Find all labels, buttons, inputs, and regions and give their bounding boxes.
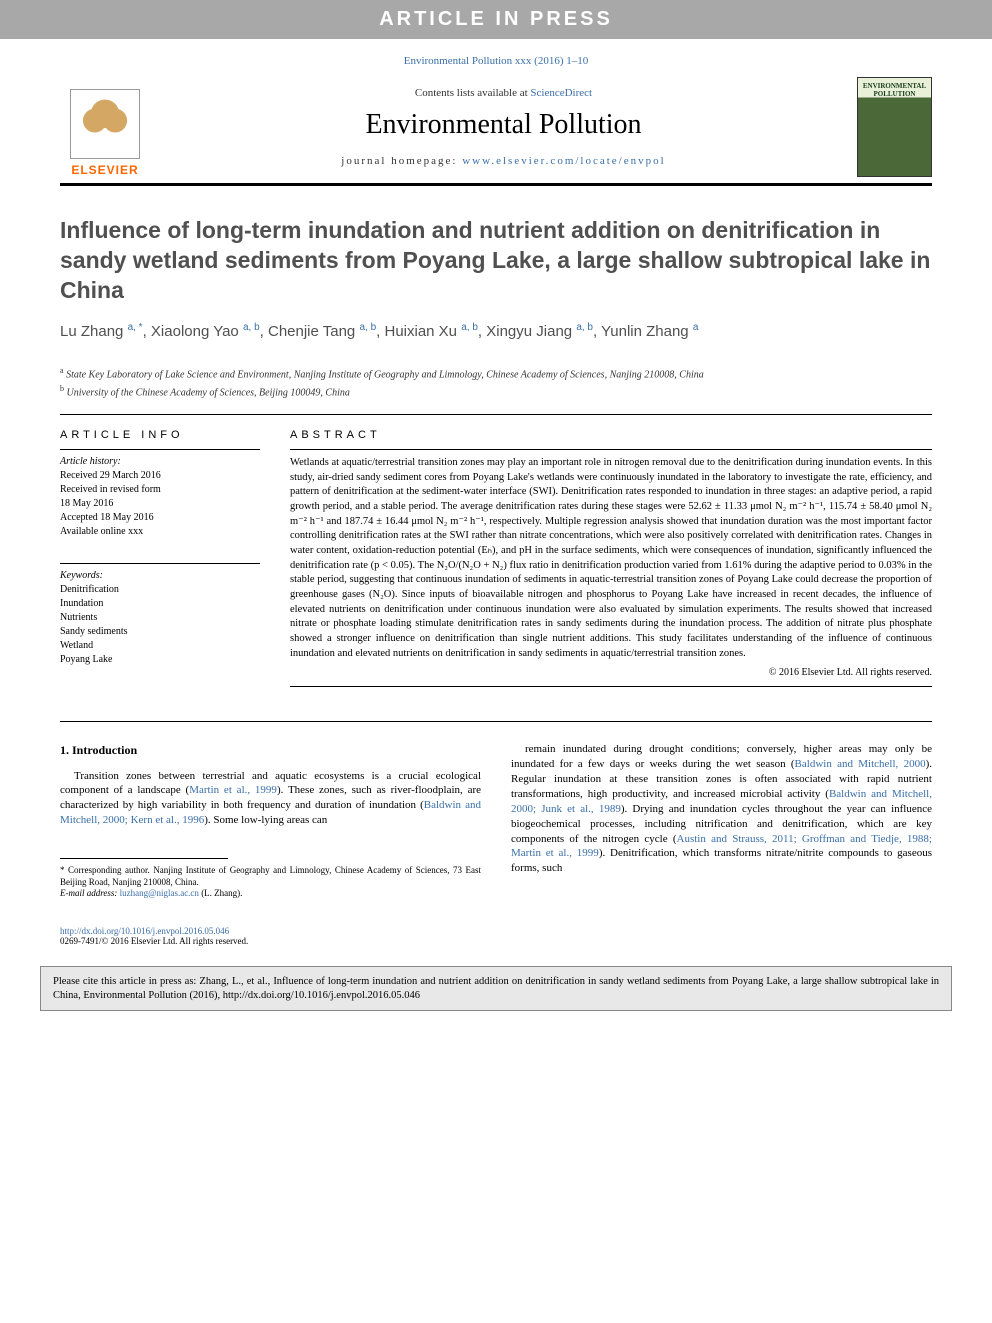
history-item: Received 29 March 2016 — [60, 469, 260, 483]
elsevier-tree-icon — [70, 89, 140, 159]
keyword: Denitrification — [60, 583, 260, 597]
author-1[interactable]: Lu Zhang a, * — [60, 323, 143, 340]
email-label: E-mail address: — [60, 888, 120, 898]
publisher-logo[interactable]: ELSEVIER — [60, 77, 150, 177]
email-link[interactable]: luzhang@niglas.ac.cn — [120, 888, 199, 898]
email-suffix: (L. Zhang). — [199, 888, 242, 898]
journal-name: Environmental Pollution — [150, 109, 857, 141]
keywords-divider — [60, 563, 260, 564]
citation-box: Please cite this article in press as: Zh… — [40, 966, 952, 1011]
keyword: Inundation — [60, 597, 260, 611]
author-affil-sup[interactable]: a, b — [243, 322, 260, 333]
footnote-divider — [60, 858, 228, 859]
contents-line: Contents lists available at ScienceDirec… — [150, 87, 857, 99]
homepage-prefix: journal homepage: — [341, 155, 462, 167]
header-center: Contents lists available at ScienceDirec… — [150, 87, 857, 167]
corresponding-author-note: * Corresponding author. Nanjing Institut… — [60, 865, 481, 888]
author-6[interactable]: Yunlin Zhang a — [601, 323, 698, 340]
affiliation-a: a State Key Laboratory of Lake Science a… — [60, 365, 932, 382]
abstract-heading: ABSTRACT — [290, 429, 932, 441]
authors-list: Lu Zhang a, *, Xiaolong Yao a, b, Chenji… — [60, 320, 932, 344]
sciencedirect-link[interactable]: ScienceDirect — [530, 87, 592, 99]
homepage-link[interactable]: www.elsevier.com/locate/envpol — [462, 155, 665, 167]
body-column-left: 1. Introduction Transition zones between… — [60, 742, 481, 900]
info-divider — [60, 449, 260, 450]
keywords-block: Keywords: Denitrification Inundation Nut… — [60, 563, 260, 667]
keywords-label: Keywords: — [60, 570, 260, 581]
publisher-name: ELSEVIER — [71, 163, 138, 177]
citation-link[interactable]: Baldwin and Mitchell, 2000; Junk et al.,… — [511, 788, 932, 815]
history-item: 18 May 2016 — [60, 497, 260, 511]
affiliation-b: b University of the Chinese Academy of S… — [60, 383, 932, 400]
keyword: Poyang Lake — [60, 653, 260, 667]
history-label: Article history: — [60, 456, 260, 467]
journal-header: ELSEVIER Contents lists available at Sci… — [0, 77, 992, 177]
author-affil-sup[interactable]: a, b — [576, 322, 593, 333]
doi-link[interactable]: http://dx.doi.org/10.1016/j.envpol.2016.… — [60, 926, 229, 936]
journal-cover-image[interactable]: ENVIRONMENTAL POLLUTION — [857, 77, 932, 177]
body-paragraph: remain inundated during drought conditio… — [511, 742, 932, 876]
body-section: 1. Introduction Transition zones between… — [0, 722, 992, 920]
abstract-column: ABSTRACT Wetlands at aquatic/terrestrial… — [290, 429, 932, 688]
author-affil-sup[interactable]: a — [693, 322, 699, 333]
author-name: Yunlin Zhang — [601, 323, 689, 340]
abstract-divider — [290, 449, 932, 450]
citation-link[interactable]: Austin and Strauss, 2011; Groffman and T… — [511, 833, 932, 860]
author-affil-sup[interactable]: a, * — [128, 322, 143, 333]
history-item: Received in revised form — [60, 483, 260, 497]
cover-label: ENVIRONMENTAL POLLUTION — [858, 78, 931, 98]
author-name: Lu Zhang — [60, 323, 123, 340]
author-affil-sup[interactable]: a, b — [359, 322, 376, 333]
author-5[interactable]: Xingyu Jiang a, b — [486, 323, 593, 340]
affiliations: a State Key Laboratory of Lake Science a… — [0, 355, 992, 414]
affiliation-text: State Key Laboratory of Lake Science and… — [66, 370, 704, 381]
title-section: Influence of long-term inundation and nu… — [0, 186, 992, 355]
abstract-bottom-divider — [290, 686, 932, 687]
citation-link[interactable]: Martin et al., 1999 — [189, 784, 277, 796]
history-item: Available online xxx — [60, 525, 260, 539]
author-2[interactable]: Xiaolong Yao a, b — [151, 323, 260, 340]
keyword: Wetland — [60, 639, 260, 653]
author-3[interactable]: Chenjie Tang a, b — [268, 323, 376, 340]
abstract-text: Wetlands at aquatic/terrestrial transiti… — [290, 456, 932, 662]
email-footnote: E-mail address: luzhang@niglas.ac.cn (L.… — [60, 888, 481, 900]
press-banner: ARTICLE IN PRESS — [0, 0, 992, 39]
citation-link[interactable]: Baldwin and Mitchell, 2000 — [795, 758, 926, 770]
article-title: Influence of long-term inundation and nu… — [60, 216, 932, 306]
doi-block: http://dx.doi.org/10.1016/j.envpol.2016.… — [0, 920, 992, 956]
author-affil-sup[interactable]: a, b — [461, 322, 478, 333]
author-4[interactable]: Huixian Xu a, b — [384, 323, 477, 340]
intro-paragraph: Transition zones between terrestrial and… — [60, 769, 481, 828]
copyright-text: © 2016 Elsevier Ltd. All rights reserved… — [290, 667, 932, 678]
citation-link[interactable]: Baldwin and Mitchell, 2000; Kern et al.,… — [60, 799, 481, 826]
body-column-right: remain inundated during drought conditio… — [511, 742, 932, 900]
affiliation-text: University of the Chinese Academy of Sci… — [67, 387, 350, 398]
author-name: Chenjie Tang — [268, 323, 355, 340]
history-item: Accepted 18 May 2016 — [60, 511, 260, 525]
top-citation-link[interactable]: Environmental Pollution xxx (2016) 1–10 — [0, 39, 992, 77]
keyword: Nutrients — [60, 611, 260, 625]
issn-copyright: 0269-7491/© 2016 Elsevier Ltd. All right… — [60, 936, 932, 946]
info-heading: ARTICLE INFO — [60, 429, 260, 441]
intro-heading: 1. Introduction — [60, 742, 481, 758]
keyword: Sandy sediments — [60, 625, 260, 639]
author-name: Xingyu Jiang — [486, 323, 572, 340]
info-abstract-section: ARTICLE INFO Article history: Received 2… — [0, 415, 992, 702]
author-name: Xiaolong Yao — [151, 323, 239, 340]
author-name: Huixian Xu — [384, 323, 457, 340]
homepage-line: journal homepage: www.elsevier.com/locat… — [150, 155, 857, 167]
article-info-column: ARTICLE INFO Article history: Received 2… — [60, 429, 260, 688]
contents-prefix: Contents lists available at — [415, 87, 530, 99]
